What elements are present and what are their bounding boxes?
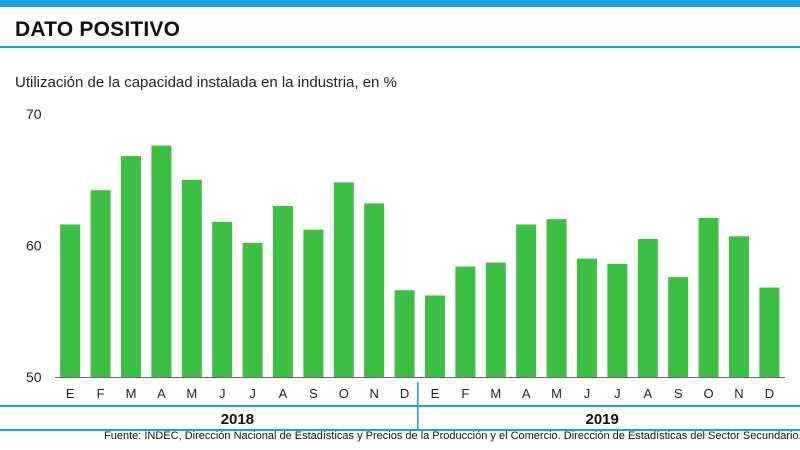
x-tick-label: M (551, 386, 562, 401)
y-tick-label: 60 (26, 238, 42, 254)
x-tick-label: S (309, 386, 318, 401)
x-tick-label: A (157, 386, 166, 401)
x-tick-label: N (734, 386, 743, 401)
x-tick-label: J (219, 386, 226, 401)
x-tick-label: J (614, 386, 621, 401)
bar (60, 224, 81, 377)
x-tick-label: J (249, 386, 256, 401)
bar (516, 224, 537, 377)
x-tick-label: D (765, 386, 774, 401)
bar (546, 219, 567, 377)
bar (121, 156, 141, 377)
bar (668, 277, 689, 377)
group-label: 2018 (221, 411, 254, 428)
source-note: Fuente: INDEC, Dirección Nacional de Est… (104, 430, 800, 442)
bar (242, 242, 263, 377)
x-tick-label: A (643, 386, 652, 401)
x-tick-label: J (584, 386, 591, 401)
bar (364, 203, 385, 377)
bar (212, 221, 233, 377)
bar (394, 290, 415, 377)
x-tick-label: M (186, 386, 197, 401)
bar (607, 263, 628, 377)
bar (577, 258, 597, 377)
bar (90, 190, 111, 377)
x-tick-label: F (97, 386, 105, 401)
bar (333, 182, 354, 377)
x-tick-label: E (431, 386, 440, 401)
bar (759, 287, 780, 377)
x-tick-label: N (370, 386, 379, 401)
x-tick-label: E (66, 386, 75, 401)
x-tick-label: O (339, 386, 349, 401)
bar (485, 262, 506, 377)
x-tick-label: D (400, 386, 409, 401)
bar (303, 229, 324, 377)
bar (181, 179, 202, 377)
x-tick-label: F (461, 386, 469, 401)
y-tick-label: 50 (26, 369, 42, 385)
chart-subtitle: Utilización de la capacidad instalada en… (15, 74, 397, 91)
header-title: DATO POSITIVO (15, 18, 181, 41)
x-tick-label: M (126, 386, 137, 401)
bar (425, 295, 445, 377)
x-tick-label: M (490, 386, 501, 401)
x-tick-label: O (704, 386, 714, 401)
top-accent-bar (0, 0, 800, 7)
bar (729, 236, 749, 377)
group-label: 2019 (586, 411, 619, 428)
bar (637, 238, 658, 377)
x-tick-label: A (522, 386, 531, 401)
bar (273, 206, 293, 377)
x-tick-label: S (674, 386, 683, 401)
bar (698, 217, 719, 377)
bar (151, 145, 172, 377)
header-rule (0, 46, 800, 48)
y-tick-label: 70 (26, 106, 42, 122)
x-tick-label: A (279, 386, 288, 401)
bar (455, 266, 476, 377)
